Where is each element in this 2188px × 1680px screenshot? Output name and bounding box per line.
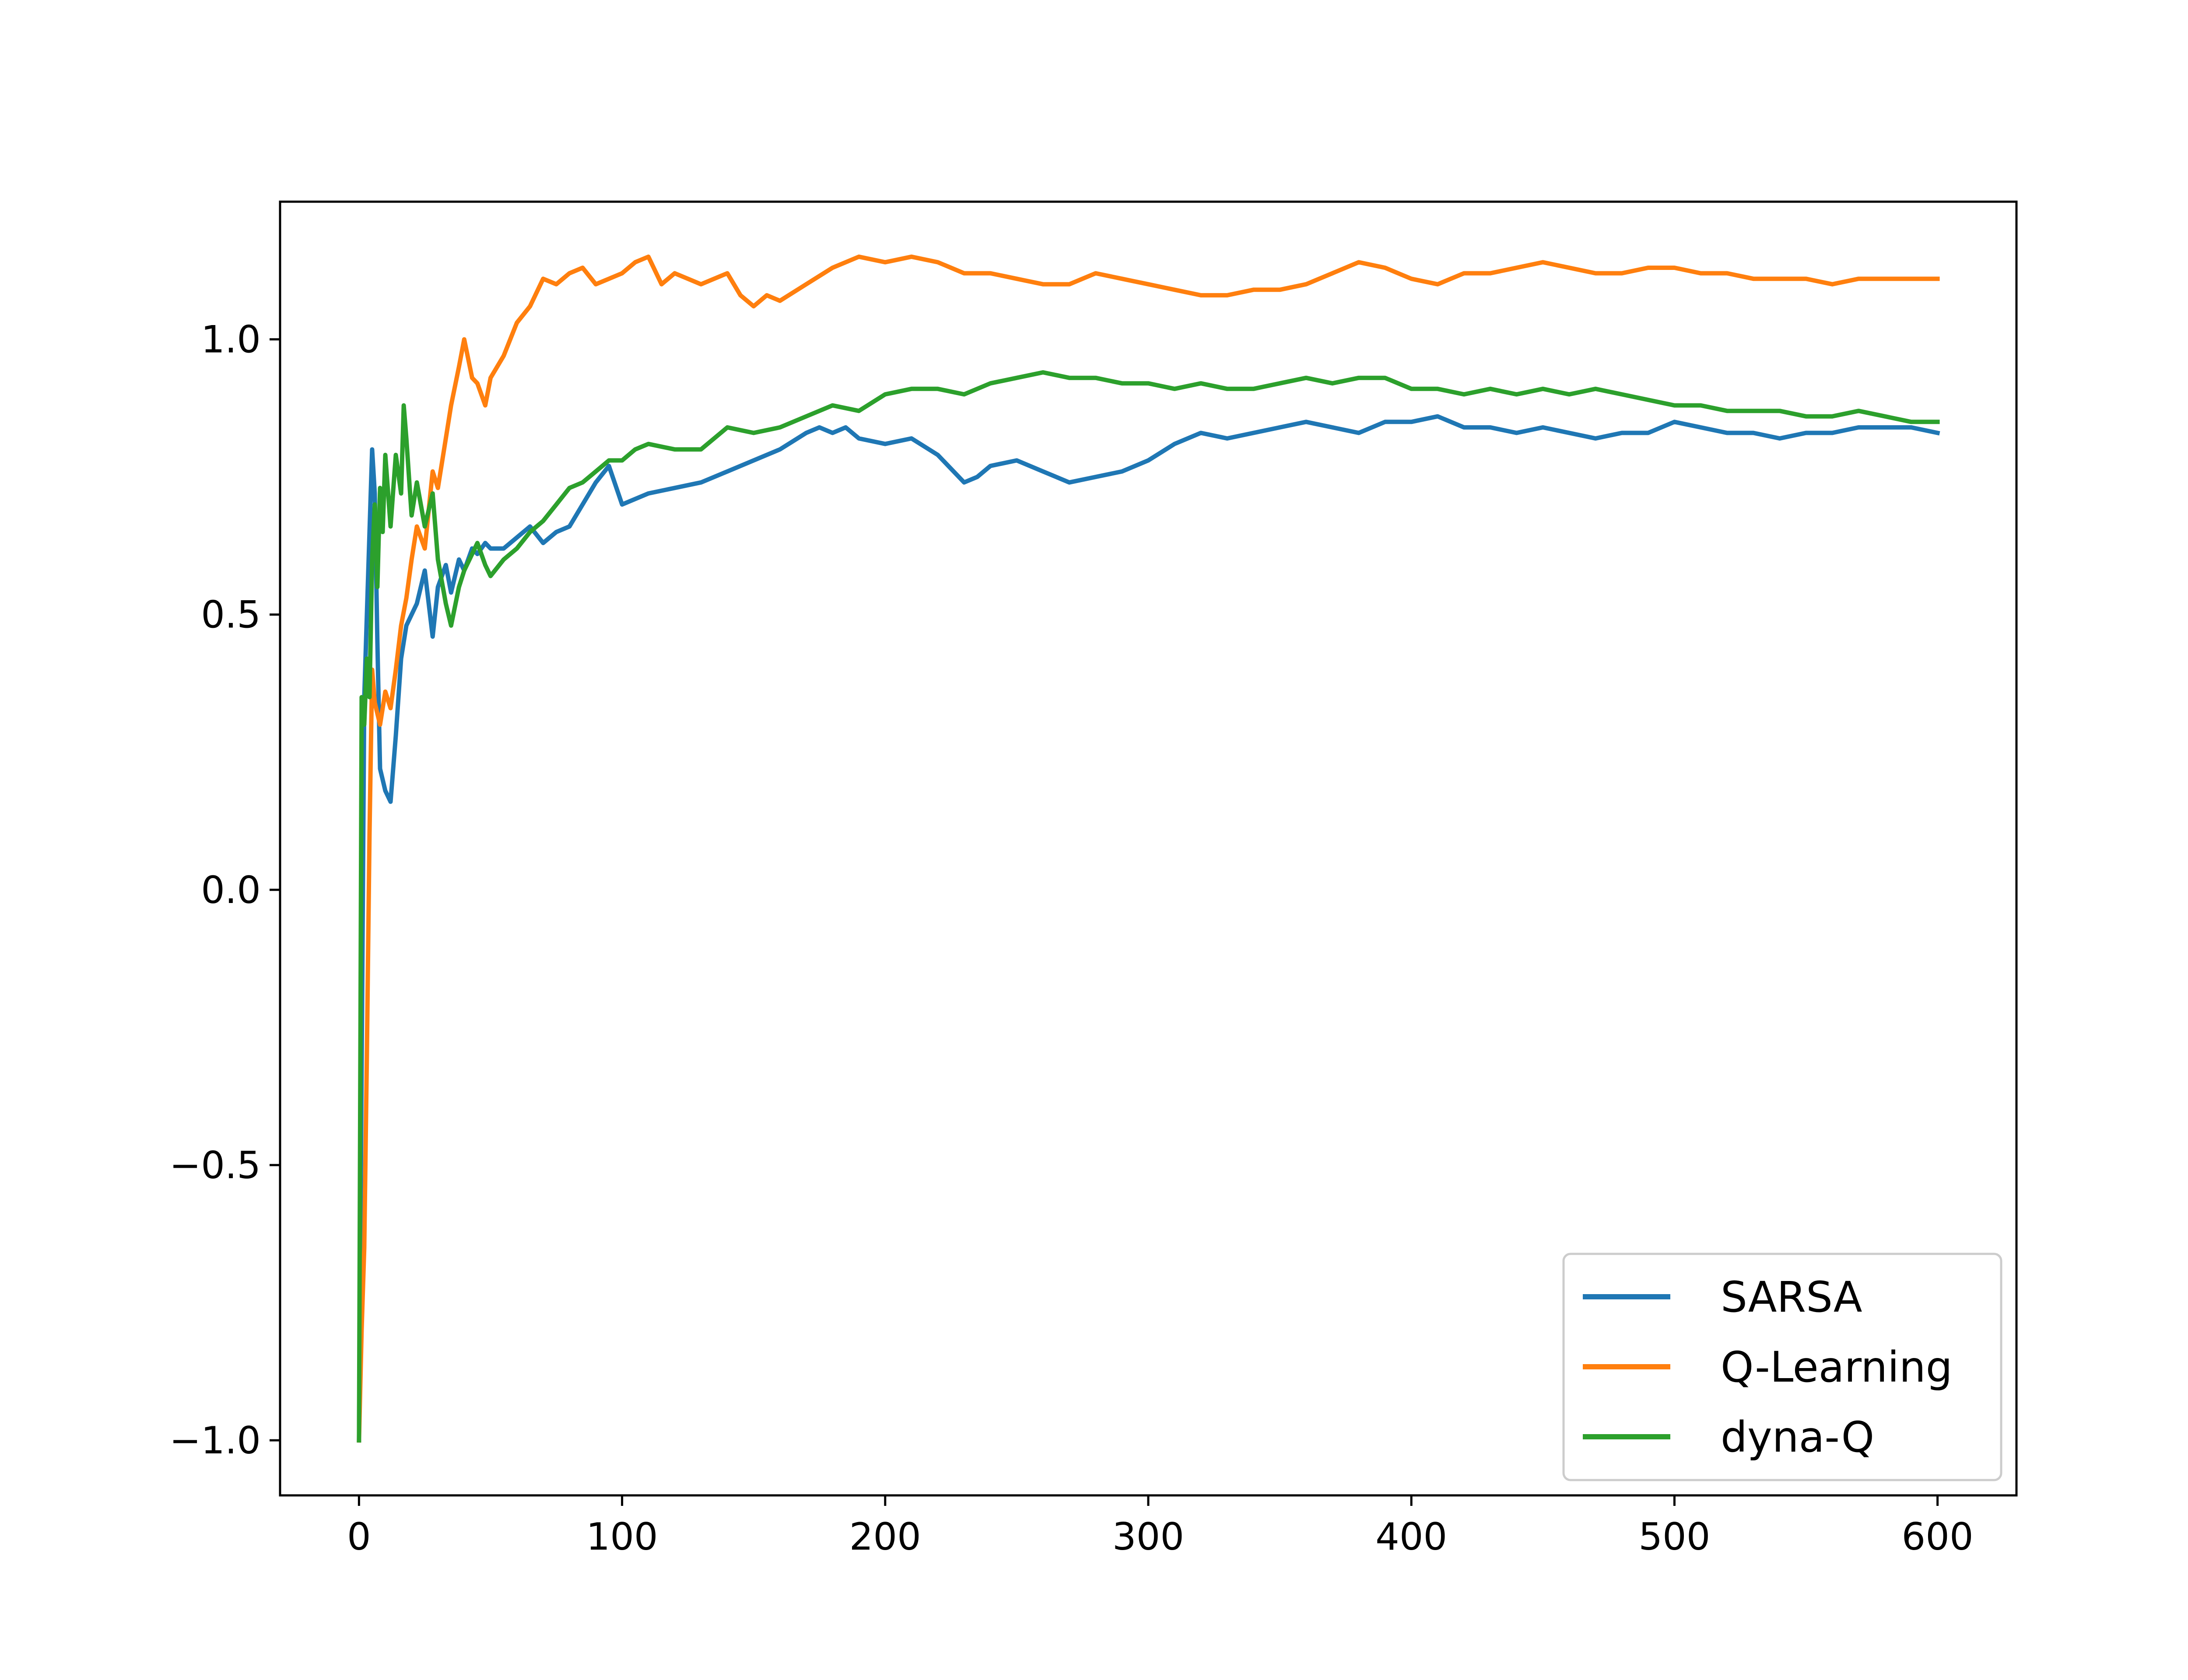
x-tick-label: 600 [1902,1515,1974,1559]
legend-label-q-learning: Q-Learning [1721,1343,1953,1392]
series-line-dyna-q [357,370,1940,1443]
legend: SARSA Q-Learning dyna-Q [1562,1253,2002,1481]
y-tick-label: −1.0 [169,1419,261,1463]
x-tick-label: 0 [347,1515,371,1559]
legend-label-sarsa: SARSA [1721,1273,1862,1322]
x-tick-label: 500 [1638,1515,1710,1559]
x-tick-label: 100 [586,1515,658,1559]
x-tick-label: 400 [1375,1515,1447,1559]
y-tick-label: −0.5 [169,1144,261,1187]
y-tick-label: 0.5 [201,593,261,637]
x-tick-label: 300 [1112,1515,1184,1559]
series-layer [357,254,1940,1443]
series-line-q-learning [357,254,1940,1443]
y-axis: −1.0 −0.5 0.0 0.5 1.0 [169,318,280,1463]
legend-label-dyna-q: dyna-Q [1721,1413,1874,1462]
x-tick-label: 200 [849,1515,921,1559]
y-tick-label: 0.0 [201,868,261,912]
x-axis: 0 100 200 300 400 500 600 [347,1495,1974,1559]
y-tick-label: 1.0 [201,318,261,362]
series-line-sarsa [357,414,1940,1443]
legend-box [1562,1253,2002,1481]
